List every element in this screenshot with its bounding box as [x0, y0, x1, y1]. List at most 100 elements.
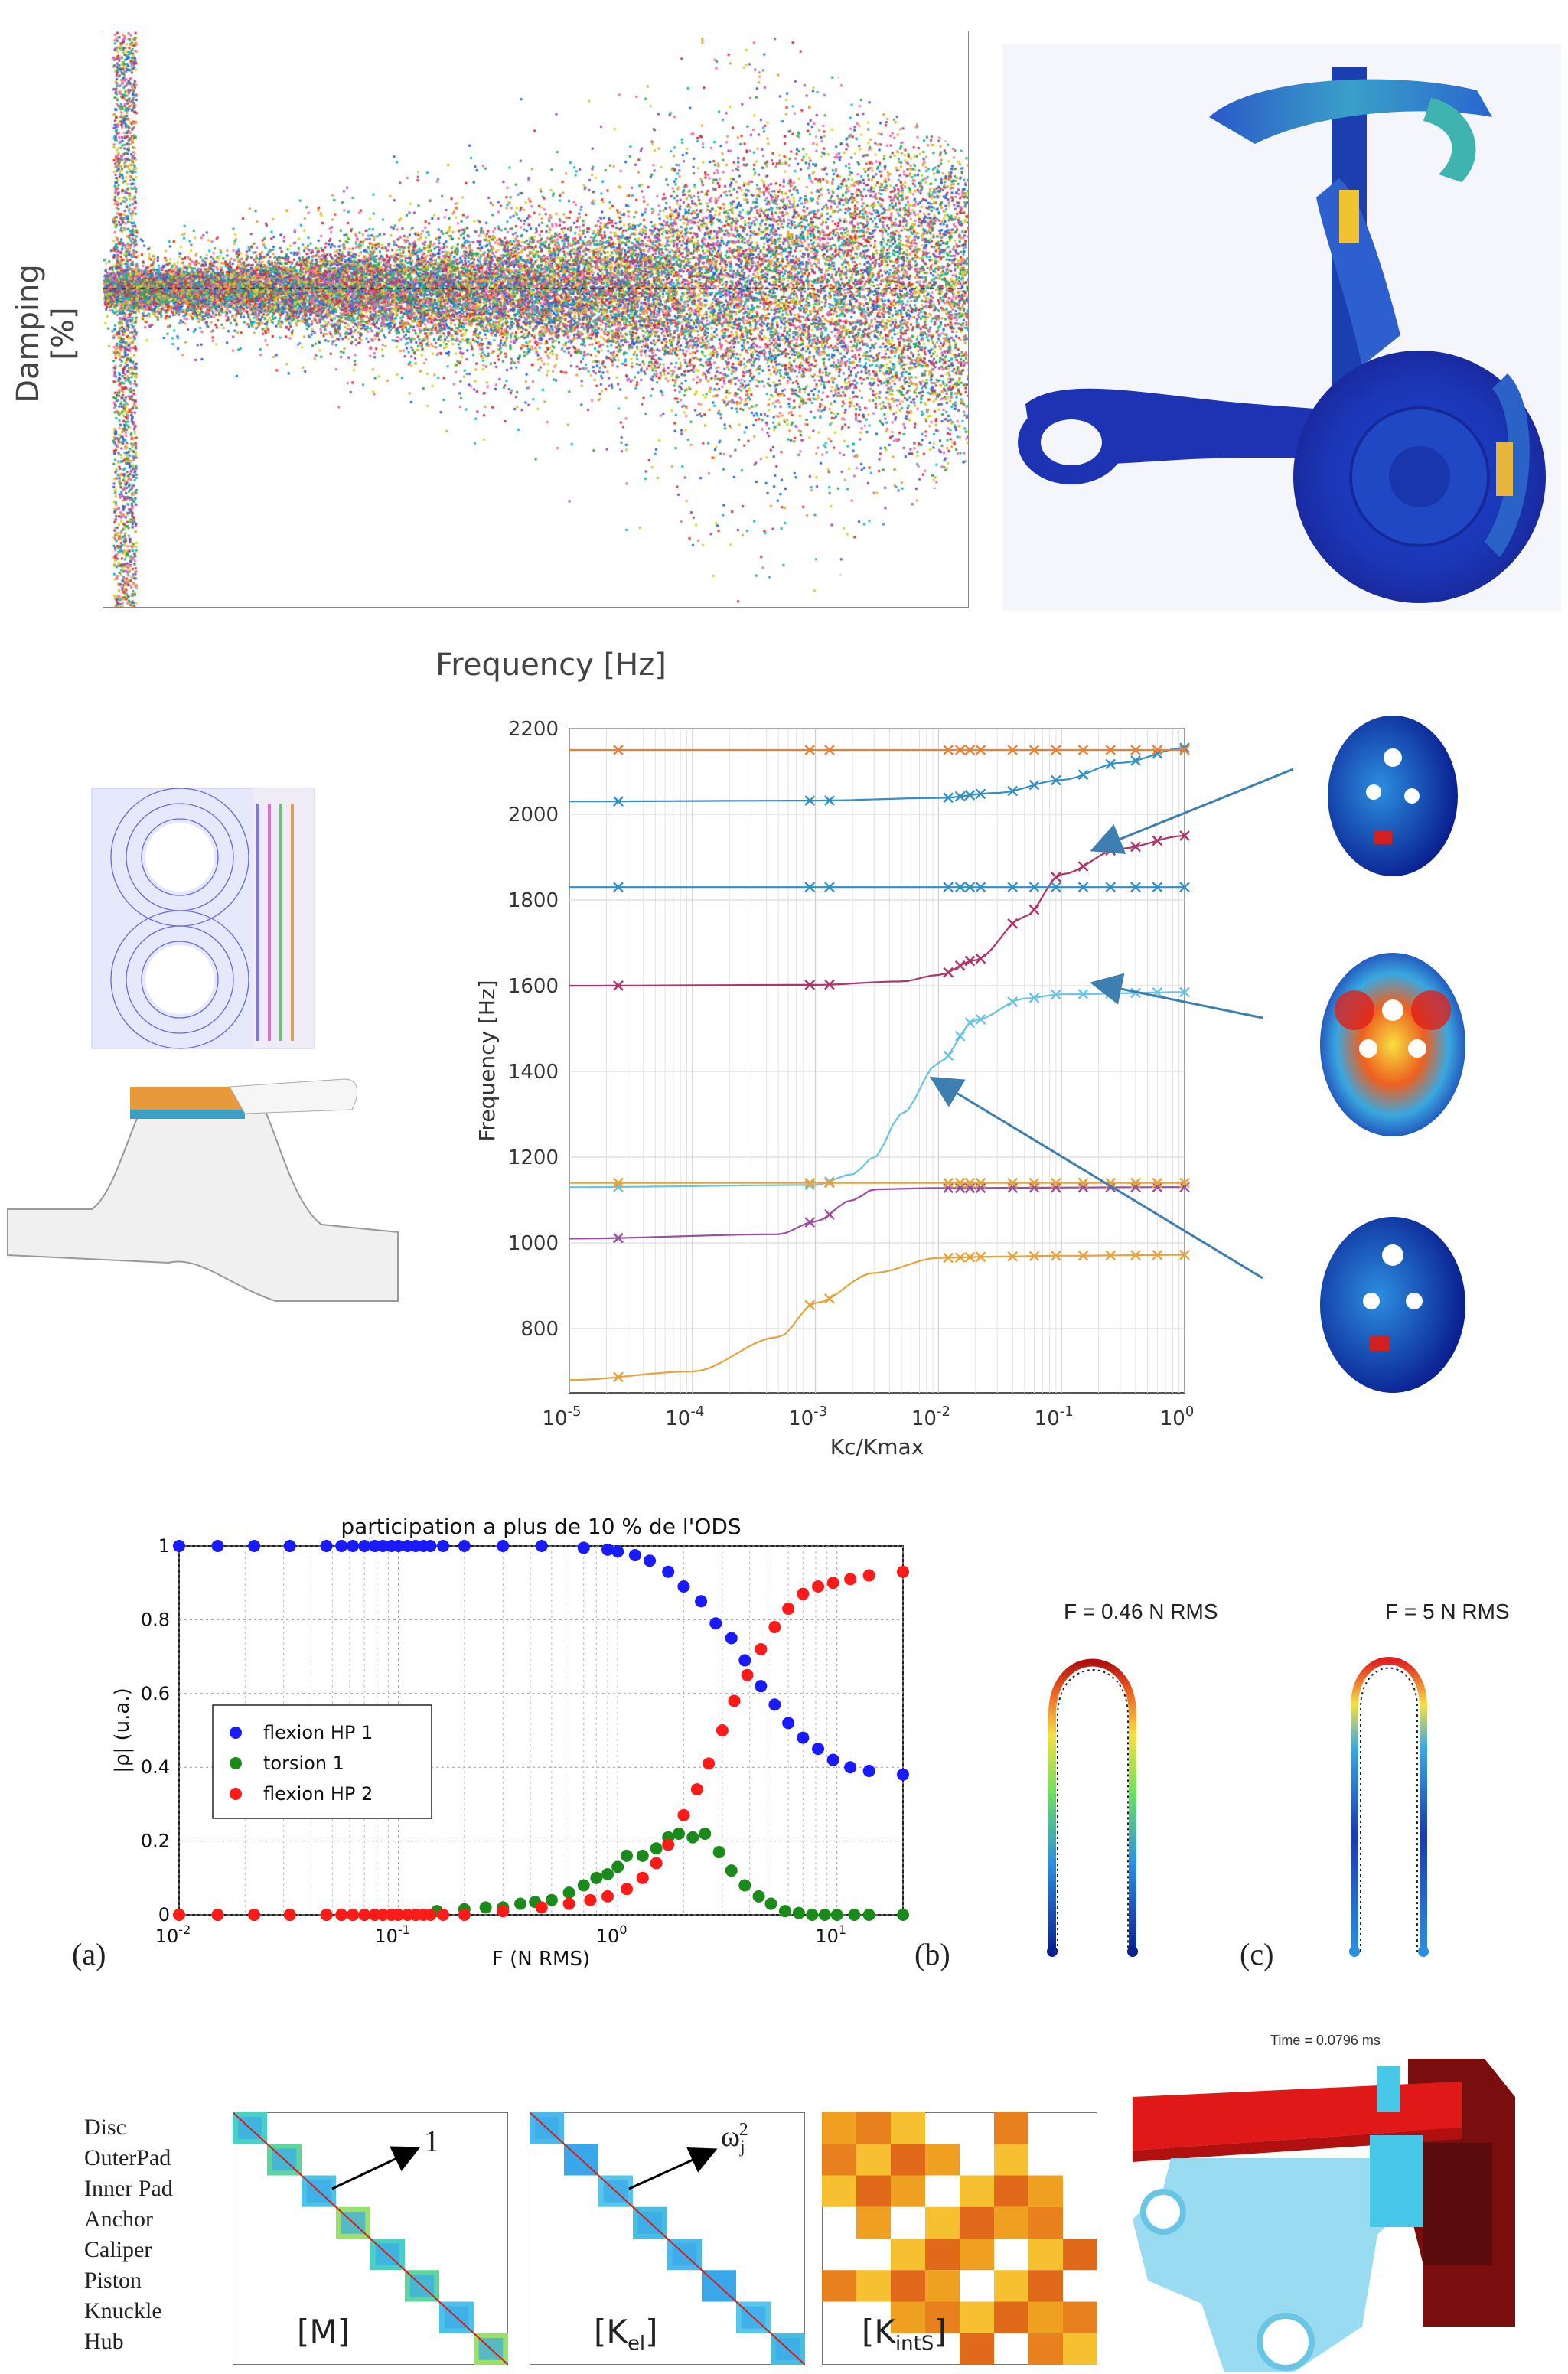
part-point [211, 1540, 224, 1552]
freq-point-marker [1077, 1250, 1089, 1261]
freq-ytick: 2000 [508, 804, 559, 827]
part-point [636, 1871, 649, 1884]
part-legend: flexion HP 1 torsion 1 flexion HP 2 [212, 1704, 432, 1819]
suspension-render [1002, 44, 1561, 611]
label-c: (c) [1240, 1937, 1274, 1971]
freq-point-marker [1050, 882, 1061, 893]
freq-point-marker [943, 792, 954, 804]
part-ytick: 0.6 [141, 1683, 170, 1704]
part-point [545, 1893, 558, 1906]
part-point [535, 1540, 548, 1552]
freq-point-marker [1007, 1177, 1019, 1189]
freq-point-marker [1152, 1182, 1163, 1193]
freq-point-marker [1105, 882, 1117, 893]
freq-point-marker [964, 745, 976, 755]
matrix-kel-svg [530, 2112, 805, 2365]
freq-point-marker [954, 1030, 966, 1042]
part-point [897, 1768, 909, 1781]
part-title: participation a plus de 10 % de l'ODS [341, 1514, 741, 1539]
matrix-m: 1 [M] [233, 2112, 508, 2365]
part-point [283, 1909, 296, 1921]
matrix-m-svg [233, 2112, 508, 2365]
freq-point-marker [804, 1300, 816, 1311]
freq-point-marker [954, 791, 966, 802]
part-point [818, 1909, 831, 1921]
part-point [650, 1842, 663, 1855]
matrix-kints-label-base: [K [862, 2313, 895, 2350]
freq-point-marker [1179, 830, 1190, 841]
freq-point-marker [943, 1252, 954, 1264]
participation-chart: 0 0.2 0.4 0.6 0.8 1 10-2 10-1 100 101 participatio… [111, 1514, 909, 1971]
part-hub: Hub [84, 2329, 124, 2354]
freq-xtick: 10-2 [911, 1404, 950, 1430]
parts-list: Disc OuterPad Inner Pad Anchor Caliper P… [84, 2112, 173, 2357]
freq-point-marker [613, 1177, 624, 1189]
matrix-kel-annot-base: ω [721, 2121, 741, 2153]
freq-ytick: 1800 [508, 889, 559, 912]
part-point [437, 1909, 450, 1921]
part-point [830, 1909, 843, 1921]
freq-point-marker [975, 882, 986, 893]
freq-point-marker [954, 745, 966, 755]
matrix-kints: [KintS] [822, 2112, 1097, 2365]
part-point [437, 1540, 450, 1552]
part-point [611, 1860, 624, 1873]
brake-assembly-svg [1133, 2059, 1515, 2372]
damping-scatter-panel: Damping [%] Frequency [Hz] [0, 0, 972, 689]
freq-point-marker [824, 1177, 835, 1189]
part-xlabel: F (N RMS) [492, 1948, 590, 1971]
legend-label: flexion HP 2 [263, 1783, 373, 1805]
freq-point-marker [964, 1177, 976, 1189]
freq-point-marker [1152, 745, 1163, 755]
freq-point-marker [1130, 882, 1141, 893]
part-point [584, 1893, 597, 1906]
part-point [725, 1632, 738, 1645]
mode-shape-images [1240, 712, 1561, 1401]
freq-point-marker [824, 882, 835, 893]
freq-point-marker [975, 953, 986, 964]
matrix-kints-label-sub: intS [895, 2332, 934, 2356]
freq-point-marker [1105, 1177, 1117, 1189]
freq-point-marker [804, 1177, 816, 1189]
part-point [673, 1827, 686, 1840]
part-point [377, 1909, 390, 1921]
freq-point-marker [1050, 989, 1061, 1000]
freq-point-marker [964, 790, 976, 801]
participation-panel: 0 0.2 0.4 0.6 0.8 1 10-2 10-1 100 101 participatio… [61, 1485, 934, 1975]
part-point [335, 1909, 348, 1921]
freq-point-marker [1028, 745, 1040, 755]
part-point [601, 1890, 614, 1903]
part-point [806, 1909, 819, 1921]
part-point [738, 1654, 751, 1667]
freq-point-marker [804, 795, 816, 806]
freq-point-marker [964, 1251, 976, 1263]
part-point [601, 1867, 614, 1880]
freq-point-marker [1050, 872, 1061, 882]
freq-point-marker [1179, 1177, 1190, 1189]
part-point [755, 1642, 768, 1655]
part-point [590, 1871, 603, 1884]
matrix-kints-svg [822, 2112, 1097, 2365]
pad-mesh-render [0, 765, 413, 1332]
part-point [458, 1909, 471, 1921]
damping-scatter-canvas [103, 31, 968, 607]
part-point [768, 1621, 781, 1634]
freq-point-marker [1050, 1177, 1061, 1189]
freq-point-marker [943, 882, 954, 893]
part-point [211, 1909, 224, 1921]
freq-point-marker [1050, 1250, 1061, 1261]
freq-point-marker [804, 882, 816, 893]
part-point [347, 1540, 360, 1552]
freq-point-marker [1028, 779, 1040, 791]
damping-plot-frame [103, 31, 969, 608]
freq-ytick: 1600 [508, 975, 559, 998]
freq-point-marker [804, 1217, 816, 1228]
part-point [778, 1905, 791, 1918]
part-point [712, 1846, 725, 1859]
freq-point-marker [1179, 882, 1190, 893]
freq-point-marker [1152, 882, 1163, 893]
freq-point-marker [1028, 904, 1040, 915]
part-point [797, 1587, 810, 1600]
freq-point-marker [1130, 755, 1141, 766]
part-point [335, 1540, 348, 1552]
